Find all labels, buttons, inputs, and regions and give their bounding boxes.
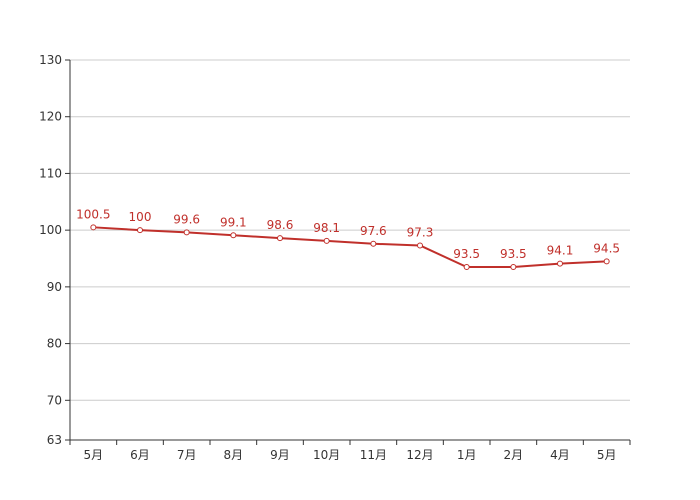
data-label: 99.1 [220,215,247,229]
x-tick-label: 2月 [504,448,524,462]
x-tick-label: 11月 [360,448,387,462]
y-tick-label: 130 [39,53,62,67]
x-tick-label: 10月 [313,448,340,462]
data-label: 99.6 [173,212,200,226]
x-tick-label: 8月 [224,448,244,462]
data-point [463,264,470,271]
data-label: 97.3 [407,225,434,239]
x-tick-label: 7月 [177,448,197,462]
x-tick-label: 12月 [406,448,433,462]
data-label: 98.6 [267,218,294,232]
y-tick-label: 100 [39,223,62,237]
y-tick-label: 90 [47,280,62,294]
data-point [323,237,330,244]
y-tick-label: 63 [47,433,62,447]
data-point [183,229,190,236]
y-tick-label: 80 [47,337,62,351]
data-label: 98.1 [313,221,340,235]
data-point [417,242,423,249]
data-label: 94.5 [593,241,620,255]
data-label: 93.5 [500,247,527,261]
x-tick-label: 5月 [597,448,617,462]
x-tick-label: 5月 [84,448,104,462]
data-point [90,224,97,231]
data-label: 93.5 [453,247,480,261]
data-label: 97.6 [360,224,387,238]
data-point [603,258,610,265]
x-tick-label: 6月 [130,448,150,462]
x-tick-label: 4月 [550,448,570,462]
data-point [557,260,563,267]
y-tick-label: 110 [39,166,62,180]
data-point [137,227,143,234]
y-tick-label: 70 [47,393,62,407]
y-tick-label: 120 [39,110,62,124]
data-label: 100.5 [76,207,110,221]
series-line [93,226,607,269]
data-point [370,240,377,247]
data-point [277,235,283,242]
x-tick-label: 9月 [270,448,290,462]
data-label: 100 [129,210,152,224]
x-tick-label: 1月 [457,448,477,462]
data-point [230,232,237,239]
data-point [510,264,517,271]
data-label: 94.1 [547,244,574,258]
